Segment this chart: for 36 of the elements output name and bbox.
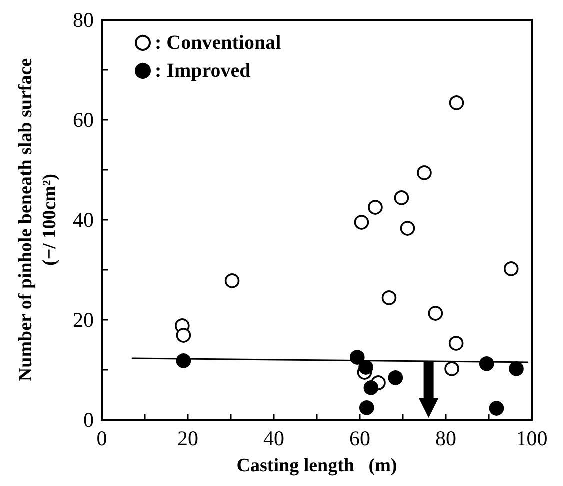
y-tick-label: 0 (84, 408, 94, 432)
x-tick-label: 100 (516, 426, 548, 450)
point (382, 290, 397, 306)
y-tick-label: 80 (73, 8, 94, 32)
point (358, 360, 374, 375)
x-tick-label: 60 (350, 426, 370, 450)
point (368, 200, 383, 215)
x-tick-label: 40 (264, 426, 284, 450)
x-tick-label: 20 (178, 426, 198, 450)
point (350, 350, 365, 365)
legend-label: : Conventional (155, 32, 282, 54)
point (417, 166, 432, 180)
point (489, 401, 504, 416)
point (479, 356, 494, 372)
point (224, 274, 240, 288)
point (364, 380, 379, 396)
point (444, 362, 460, 376)
x-axis-title: Casting length (m) (236, 456, 398, 476)
point (388, 370, 404, 386)
point (509, 362, 524, 376)
y-tick-label: 60 (73, 108, 94, 132)
point (504, 262, 519, 276)
legend-label: : Improved (155, 60, 251, 82)
point (448, 336, 464, 351)
point (176, 328, 192, 343)
point (394, 190, 410, 206)
point (354, 215, 370, 230)
y-axis-title: Number of pinhole beneath slab surface (−/ 100cm²) (16, 58, 61, 382)
point (400, 221, 416, 236)
point (428, 306, 444, 321)
point (176, 354, 192, 368)
y-tick-label: 40 (73, 208, 94, 232)
x-tick-label: 80 (436, 426, 456, 450)
point (449, 96, 464, 110)
point (359, 400, 374, 416)
y-tick-label: 20 (73, 308, 94, 332)
